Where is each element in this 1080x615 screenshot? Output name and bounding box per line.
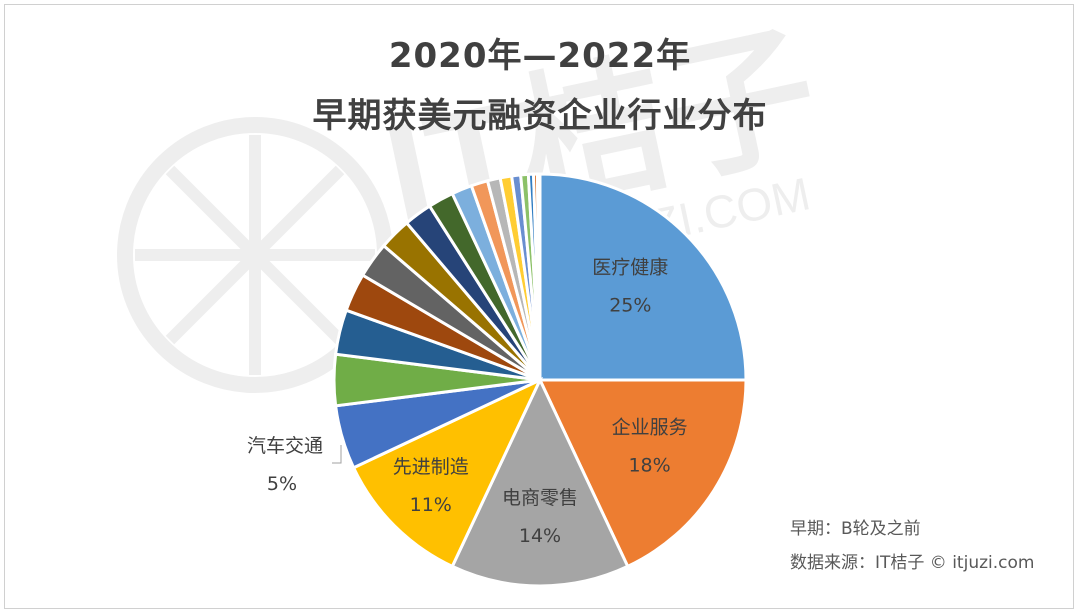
slice-label: 先进制造	[393, 456, 469, 478]
chart-title-line2: 早期获美元融资企业行业分布	[312, 96, 768, 136]
pie-slices	[332, 172, 748, 588]
slice-label: 企业服务	[612, 417, 688, 439]
source-note: 数据来源：IT桔子 © itjuzi.com	[790, 553, 1035, 573]
slice-label: 汽车交通	[247, 435, 323, 457]
slice-value-label: 14%	[519, 525, 561, 547]
pie-labels: 医疗健康 25% 企业服务 18% 电商零售 14% 先进制造 11% 汽车交通 5%	[247, 257, 688, 547]
slice-value-label: 5%	[267, 473, 297, 495]
chart-frame	[4, 4, 1074, 609]
slice-value-label: 11%	[410, 494, 452, 516]
pie-slice-21	[535, 172, 542, 381]
chart-title-line1: 2020年—2022年	[388, 36, 692, 76]
slice-label: 电商零售	[502, 487, 578, 509]
slice-value-label: 25%	[609, 295, 651, 317]
pie-slice-2	[537, 378, 748, 569]
slice-label: 医疗健康	[592, 257, 668, 279]
pie-slice-1	[538, 172, 748, 382]
leader-line	[332, 445, 342, 464]
pie-slice-3	[450, 376, 630, 588]
slice-value-label: 18%	[628, 455, 670, 477]
pie-slice-4	[351, 376, 544, 569]
stage-note: 早期：B轮及之前	[790, 519, 921, 539]
